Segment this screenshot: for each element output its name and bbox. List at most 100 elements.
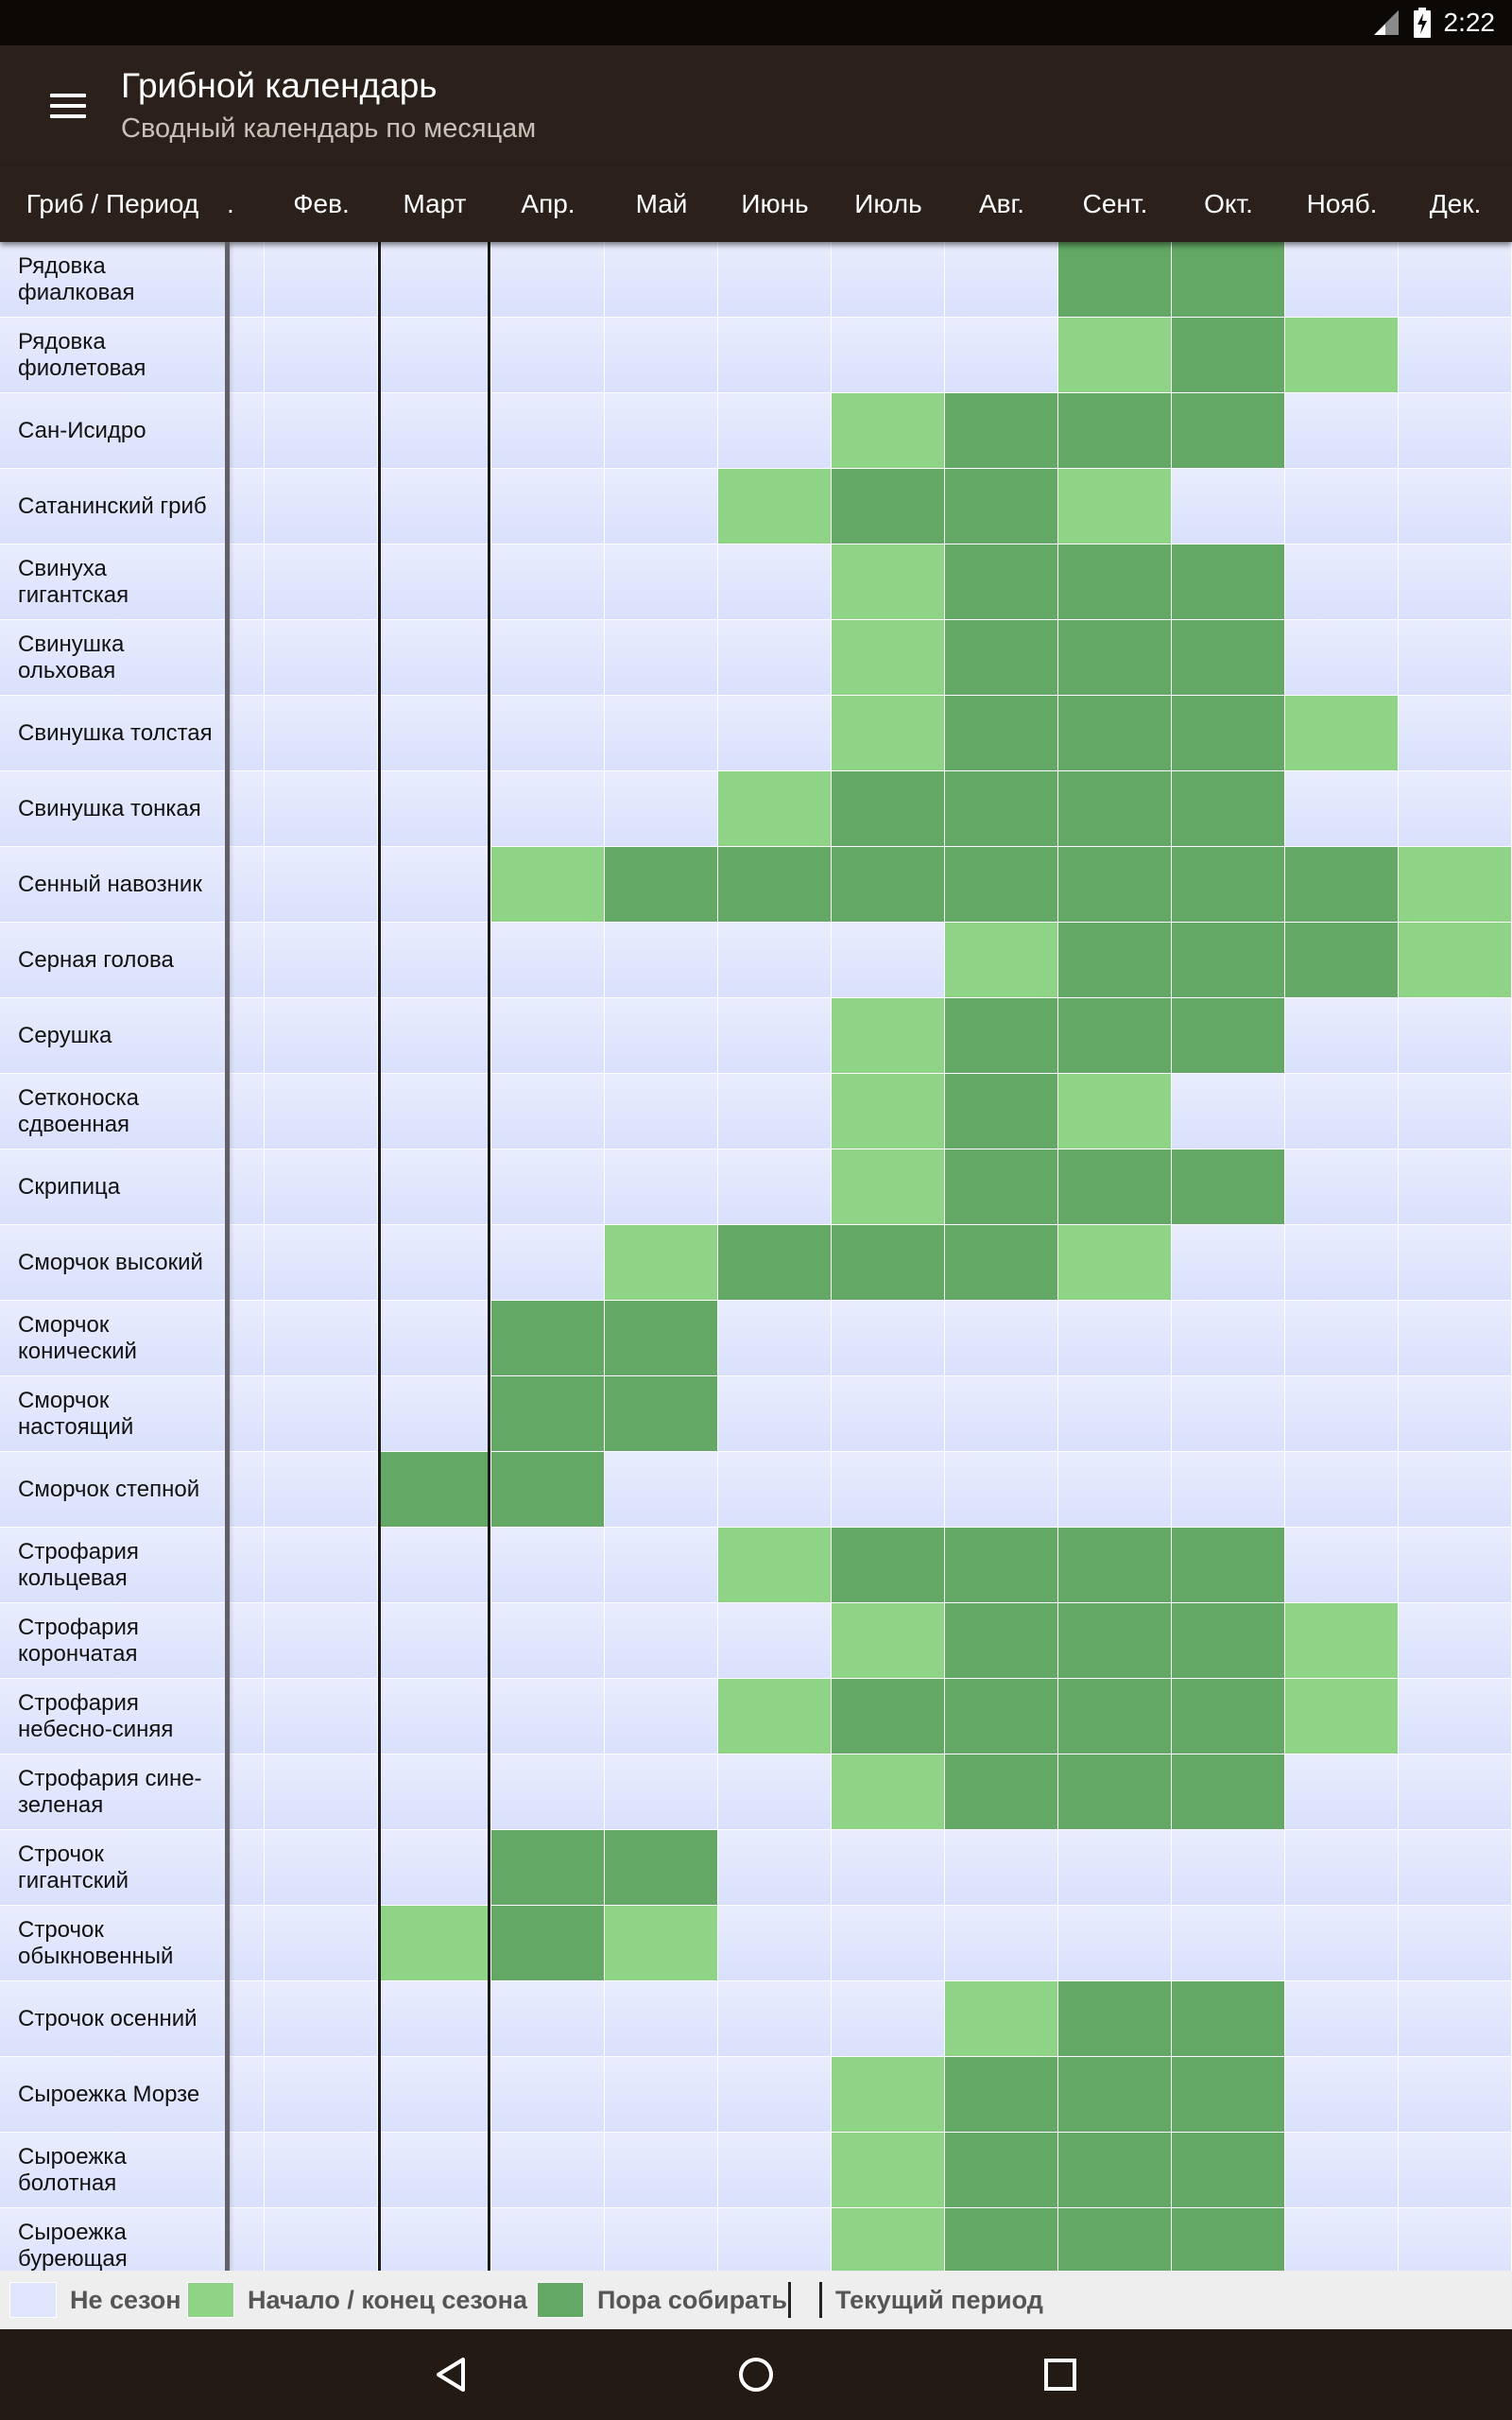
mushroom-name[interactable]: Свинушка ольховая (0, 620, 225, 696)
mushroom-name[interactable]: Рядовка фиалковая (0, 242, 225, 318)
calendar-cell (1399, 696, 1512, 771)
calendar-cell (832, 544, 945, 620)
calendar-cell (265, 1528, 378, 1603)
calendar-cell (1058, 2208, 1172, 2271)
calendar-cell (1058, 1074, 1172, 1150)
calendar-cell (832, 1225, 945, 1301)
legend: Не сезон Начало / конец сезона Пора собира… (0, 2271, 1512, 2329)
mushroom-name[interactable]: Свинуха гигантская (0, 544, 225, 620)
calendar-cell (265, 1150, 378, 1225)
mushroom-name[interactable]: Сан-Исидро (0, 393, 225, 469)
calendar-cell (1285, 1528, 1399, 1603)
signal-icon (1373, 10, 1399, 35)
calendar-cell (265, 2208, 378, 2271)
mushroom-name[interactable]: Строфария сине-зеленая (0, 1754, 225, 1830)
calendar-cell (832, 1301, 945, 1376)
back-icon[interactable] (423, 2346, 480, 2403)
calendar-cell (1399, 1376, 1512, 1452)
mushroom-name[interactable]: Свинушка тонкая (0, 771, 225, 847)
calendar-cell (1172, 1074, 1285, 1150)
calendar-cell (1399, 1074, 1512, 1150)
mushroom-name[interactable]: Сатанинский гриб (0, 469, 225, 544)
calendar-cell (265, 469, 378, 544)
calendar-cell (491, 1150, 605, 1225)
calendar-cell (605, 1376, 718, 1452)
mushroom-name[interactable]: Свинушка толстая (0, 696, 225, 771)
calendar-cell (718, 1981, 832, 2057)
calendar-cell (378, 1754, 491, 1830)
calendar-cell (1172, 318, 1285, 393)
mushroom-name[interactable]: Сморчок конический (0, 1301, 225, 1376)
calendar-cell (491, 544, 605, 620)
mushroom-name[interactable]: Сморчок степной (0, 1452, 225, 1528)
calendar-cell (378, 2133, 491, 2208)
calendar-cell (1172, 242, 1285, 318)
calendar-cell (945, 696, 1058, 771)
calendar-cell (378, 1376, 491, 1452)
calendar-cell (1399, 1906, 1512, 1981)
calendar-cell (605, 1528, 718, 1603)
calendar-cell (1172, 1981, 1285, 2057)
calendar-cell (378, 620, 491, 696)
recents-icon[interactable] (1032, 2346, 1089, 2403)
calendar-cell (1172, 1906, 1285, 1981)
mushroom-name[interactable]: Строчок обыкновенный (0, 1906, 225, 1981)
calendar-cell (1058, 620, 1172, 696)
mushroom-name[interactable]: Строфария корончатая (0, 1603, 225, 1679)
calendar-cell (832, 620, 945, 696)
calendar-cell (265, 1452, 378, 1528)
calendar-cell (491, 1906, 605, 1981)
calendar-cell (718, 1603, 832, 1679)
calendar-cell (491, 393, 605, 469)
mushroom-name[interactable]: Сыроежка Морзе (0, 2057, 225, 2133)
month-header-cell: Май (635, 189, 688, 218)
mushroom-name[interactable]: Сенный навозник (0, 847, 225, 923)
calendar-cell (1172, 1452, 1285, 1528)
mushroom-name[interactable]: Сыроежка буреющая (0, 2208, 225, 2271)
calendar-cell (1058, 2057, 1172, 2133)
mushroom-name[interactable]: Строчок осенний (0, 1981, 225, 2057)
calendar-cell (265, 1376, 378, 1452)
month-header-cell: Дек. (1429, 189, 1482, 218)
mushroom-name[interactable]: Сморчок настоящий (0, 1376, 225, 1452)
calendar-cell (230, 1074, 265, 1150)
mushroom-name[interactable]: Сетконоска сдвоенная (0, 1074, 225, 1150)
legend-item: Не сезон (9, 2271, 181, 2329)
mushroom-name[interactable]: Строфария кольцевая (0, 1528, 225, 1603)
mushroom-name[interactable]: Сыроежка болотная (0, 2133, 225, 2208)
mushroom-name[interactable]: Скрипица (0, 1150, 225, 1225)
calendar-cell (718, 1225, 832, 1301)
mushroom-name[interactable]: Серная голова (0, 923, 225, 998)
calendar-cell (1058, 1150, 1172, 1225)
calendar-cell (491, 771, 605, 847)
calendar-table[interactable]: Рядовка фиалковая Рядовка фиолетовая Сан-И… (0, 242, 1512, 2271)
calendar-cell (718, 1754, 832, 1830)
calendar-cell (230, 771, 265, 847)
calendar-cell (1399, 469, 1512, 544)
mushroom-name[interactable]: Строфария небесно-синяя (0, 1679, 225, 1754)
mushroom-name[interactable]: Строчок гигантский (0, 1830, 225, 1906)
calendar-cell (945, 318, 1058, 393)
calendar-cell (1172, 2133, 1285, 2208)
calendar-cell (230, 1679, 265, 1754)
hamburger-menu-icon[interactable] (38, 83, 98, 129)
calendar-cell (378, 2057, 491, 2133)
page-subtitle: Сводный календарь по месяцам (121, 113, 537, 144)
mushroom-name[interactable]: Серушка (0, 998, 225, 1074)
calendar-cell (1058, 1981, 1172, 2057)
mushroom-name[interactable]: Сморчок высокий (0, 1225, 225, 1301)
calendar-cell (1285, 318, 1399, 393)
calendar-cell (378, 1603, 491, 1679)
calendar-cell (832, 1528, 945, 1603)
calendar-cell (718, 1528, 832, 1603)
home-icon[interactable] (728, 2346, 784, 2403)
calendar-cell (230, 1830, 265, 1906)
page-title: Грибной календарь (121, 66, 438, 105)
month-header-cell: Авг. (978, 189, 1025, 218)
calendar-cell (230, 1981, 265, 2057)
calendar-cell (832, 1074, 945, 1150)
calendar-cell (1058, 1528, 1172, 1603)
calendar-cell (1285, 1376, 1399, 1452)
calendar-cell (265, 544, 378, 620)
mushroom-name[interactable]: Рядовка фиолетовая (0, 318, 225, 393)
